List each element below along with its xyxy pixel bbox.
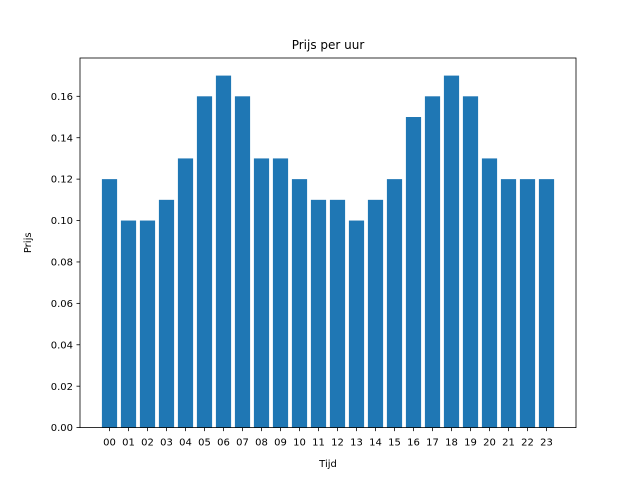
bar-16: [405, 117, 422, 428]
x-tick-label: 22: [521, 438, 534, 449]
x-tick-label: 15: [388, 438, 401, 449]
bar-05: [196, 96, 213, 428]
bar-14: [367, 199, 384, 428]
x-tick-label: 12: [331, 438, 344, 449]
x-tick-label: 05: [198, 438, 211, 449]
x-tick-label: 21: [502, 438, 515, 449]
y-tick-label: 0.12: [51, 175, 73, 186]
x-tick-label: 23: [540, 438, 553, 449]
x-tick-label: 07: [236, 438, 249, 449]
x-tick-label: 16: [407, 438, 420, 449]
y-tick-label: 0.00: [51, 423, 73, 434]
bar-13: [348, 220, 365, 428]
bar-07: [234, 96, 251, 428]
bar-00: [101, 179, 118, 428]
bar-08: [253, 158, 270, 428]
x-tick-label: 08: [255, 438, 268, 449]
bar-02: [139, 220, 156, 428]
x-tick-label: 19: [464, 438, 477, 449]
x-tick-label: 01: [122, 438, 135, 449]
y-tick-label: 0.06: [51, 299, 73, 310]
x-tick-label: 14: [369, 438, 382, 449]
x-axis-ticks: 00 01 02 03 04 05 06 07 08 09 10 11 12 13 14 15 16 17 18 19…: [103, 427, 553, 449]
bar-17: [424, 96, 441, 428]
bar-15: [386, 179, 403, 428]
plot-frame: [79, 57, 577, 429]
bar-11: [310, 199, 327, 428]
x-tick-label: 00: [103, 438, 116, 449]
bar-22: [519, 179, 536, 428]
bar-12: [329, 199, 346, 428]
bar-06: [215, 75, 232, 428]
x-tick-label: 02: [141, 438, 154, 449]
y-tick-label: 0.08: [51, 258, 73, 269]
bar-21: [500, 179, 517, 428]
y-tick-label: 0.16: [51, 92, 73, 103]
x-tick-label: 06: [217, 438, 230, 449]
bar-23: [538, 179, 555, 428]
bar-04: [177, 158, 194, 428]
y-axis-label: Prijs: [23, 232, 34, 253]
bar-03: [158, 199, 175, 428]
y-tick-label: 0.02: [51, 382, 73, 393]
x-tick-label: 13: [350, 438, 363, 449]
bar-19: [462, 96, 479, 428]
y-tick-label: 0.14: [51, 133, 73, 144]
x-tick-label: 20: [483, 438, 496, 449]
bar-18: [443, 75, 460, 428]
x-tick-label: 09: [274, 438, 287, 449]
bar-01: [120, 220, 137, 428]
chart-title: Prijs per uur: [292, 38, 365, 52]
x-tick-label: 03: [160, 438, 173, 449]
bar-10: [291, 179, 308, 428]
x-tick-label: 17: [426, 438, 439, 449]
x-axis-label: Tijd: [318, 459, 337, 470]
y-axis-ticks: 0.00 0.02 0.04 0.06 0.08 0.10 0.12 0.14 0.16: [51, 92, 80, 434]
x-tick-label: 18: [445, 438, 458, 449]
x-tick-label: 04: [179, 438, 192, 449]
x-tick-label: 11: [312, 438, 325, 449]
bars-group: [101, 75, 555, 428]
x-tick-label: 10: [293, 438, 306, 449]
bar-09: [272, 158, 289, 428]
y-tick-label: 0.10: [51, 216, 73, 227]
y-tick-label: 0.04: [51, 340, 73, 351]
bar-20: [481, 158, 498, 428]
